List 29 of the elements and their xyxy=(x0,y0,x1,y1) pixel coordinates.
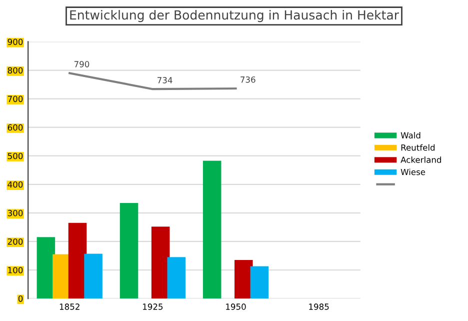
data-label: 790 xyxy=(74,61,90,68)
x-tick-label: 1985 xyxy=(309,304,329,310)
y-tick-label: 200 xyxy=(8,238,23,245)
y-tick-label: 900 xyxy=(8,38,23,46)
bar xyxy=(250,266,269,299)
bar xyxy=(167,257,186,299)
y-tick-label: 100 xyxy=(8,266,23,274)
y-tick-label: 0 xyxy=(18,296,23,302)
y-tick-label: 300 xyxy=(8,210,23,216)
chart-title: Entwicklung der Bodennutzung in Hausach in Hektar xyxy=(70,10,400,22)
y-tick-label: 800 xyxy=(8,67,23,74)
legend-label: Wiese xyxy=(400,168,426,176)
bar xyxy=(84,254,102,299)
y-tick-label: 400 xyxy=(8,181,23,188)
bar xyxy=(68,222,87,299)
legend-label: Reutfeld xyxy=(401,144,435,151)
x-tick-label: 1925 xyxy=(142,304,163,310)
legend-label: Wald xyxy=(400,132,420,138)
bar xyxy=(202,160,222,299)
legend-label: Ackerland xyxy=(400,156,442,163)
data-label: 734 xyxy=(158,77,172,84)
y-tick-label: 600 xyxy=(8,124,23,131)
x-tick-label: 1950 xyxy=(226,304,246,310)
bar xyxy=(151,226,170,299)
y-tick-label: 700 xyxy=(8,96,23,102)
bar xyxy=(120,202,138,299)
y-tick-label: 500 xyxy=(8,152,23,160)
x-tick-label: 1852 xyxy=(60,304,80,310)
data-label: 736 xyxy=(240,76,256,83)
